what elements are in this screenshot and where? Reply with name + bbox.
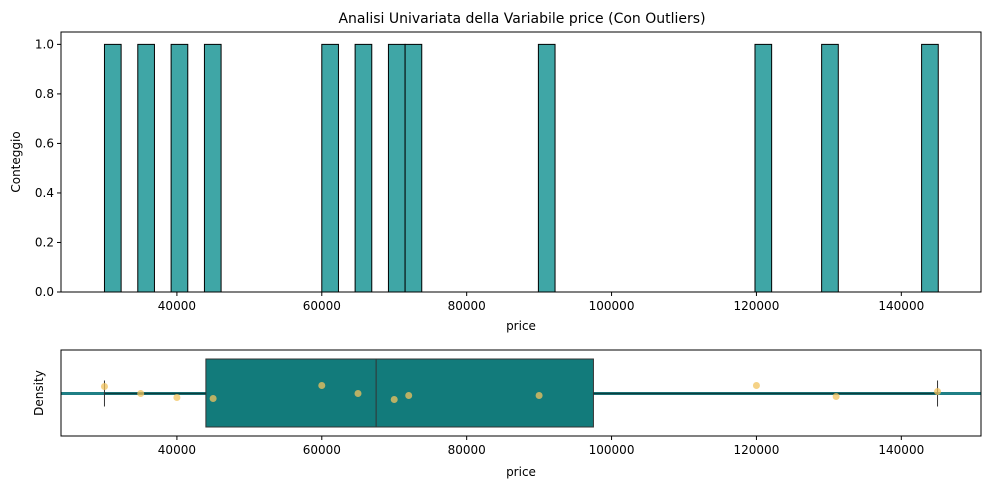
x-tick-label: 60000 — [303, 299, 341, 313]
strip-point — [137, 390, 145, 397]
histogram-panel: Analisi Univariata della Variabile price… — [9, 11, 982, 333]
y-tick-label: 0.0 — [35, 285, 54, 299]
strip-points — [100, 382, 942, 403]
histogram-bar — [203, 43, 222, 293]
histogram-x-label: price — [506, 319, 536, 333]
strip-point — [209, 395, 217, 402]
x-tick-label: 100000 — [589, 443, 635, 457]
x-tick-label: 80000 — [448, 443, 486, 457]
boxplot-axes-frame — [60, 349, 982, 437]
x-tick-label: 120000 — [734, 443, 780, 457]
strip-point — [390, 396, 398, 403]
histogram-bar — [821, 43, 839, 293]
histogram-y-ticks: 0.0 0.2 0.4 0.6 0.8 1.0 — [35, 37, 61, 299]
x-tick-label: 60000 — [303, 443, 341, 457]
histogram-bar — [387, 43, 406, 293]
boxplot-group — [61, 358, 981, 428]
y-tick-label: 1.0 — [35, 37, 54, 51]
histogram-bar — [103, 43, 122, 293]
histogram-axes-frame — [60, 31, 982, 293]
histogram-x-ticks: 40000 60000 80000 100000 120000 140000 — [158, 292, 924, 313]
y-tick-label: 0.8 — [35, 87, 54, 101]
strip-point — [934, 388, 942, 395]
y-tick-label: 0.4 — [35, 186, 54, 200]
boxplot-x-label: price — [506, 465, 536, 479]
strip-point — [752, 382, 760, 389]
x-tick-label: 100000 — [589, 299, 635, 313]
x-tick-label: 120000 — [734, 299, 780, 313]
strip-point — [354, 390, 362, 397]
histogram-bar — [137, 43, 155, 293]
x-tick-label: 140000 — [878, 443, 924, 457]
histogram-bar — [321, 43, 339, 293]
strip-point — [100, 383, 108, 390]
strip-point — [173, 394, 181, 401]
chart-title: Analisi Univariata della Variabile price… — [338, 11, 705, 27]
histogram-bar — [921, 43, 939, 293]
boxplot-y-label: Density — [32, 370, 46, 416]
histogram-bar — [404, 43, 423, 293]
histogram-bar — [354, 43, 373, 293]
x-tick-label: 40000 — [158, 443, 196, 457]
histogram-bar — [754, 43, 773, 293]
iqr-box — [205, 358, 594, 428]
histogram-bars — [103, 43, 939, 293]
x-tick-label: 40000 — [158, 299, 196, 313]
x-tick-label: 80000 — [448, 299, 486, 313]
histogram-bar — [537, 43, 556, 293]
strip-point — [318, 382, 326, 389]
strip-point — [832, 393, 840, 400]
x-tick-label: 140000 — [878, 299, 924, 313]
histogram-y-label: Conteggio — [9, 131, 23, 192]
boxplot-x-ticks: 40000 60000 80000 100000 120000 140000 — [158, 436, 924, 457]
histogram-bar — [170, 43, 189, 293]
y-tick-label: 0.6 — [35, 136, 54, 150]
boxplot-panel: 40000 60000 80000 100000 120000 140000 price … — [32, 349, 982, 479]
strip-point — [405, 392, 413, 399]
y-tick-label: 0.2 — [35, 235, 54, 249]
strip-point — [535, 392, 543, 399]
